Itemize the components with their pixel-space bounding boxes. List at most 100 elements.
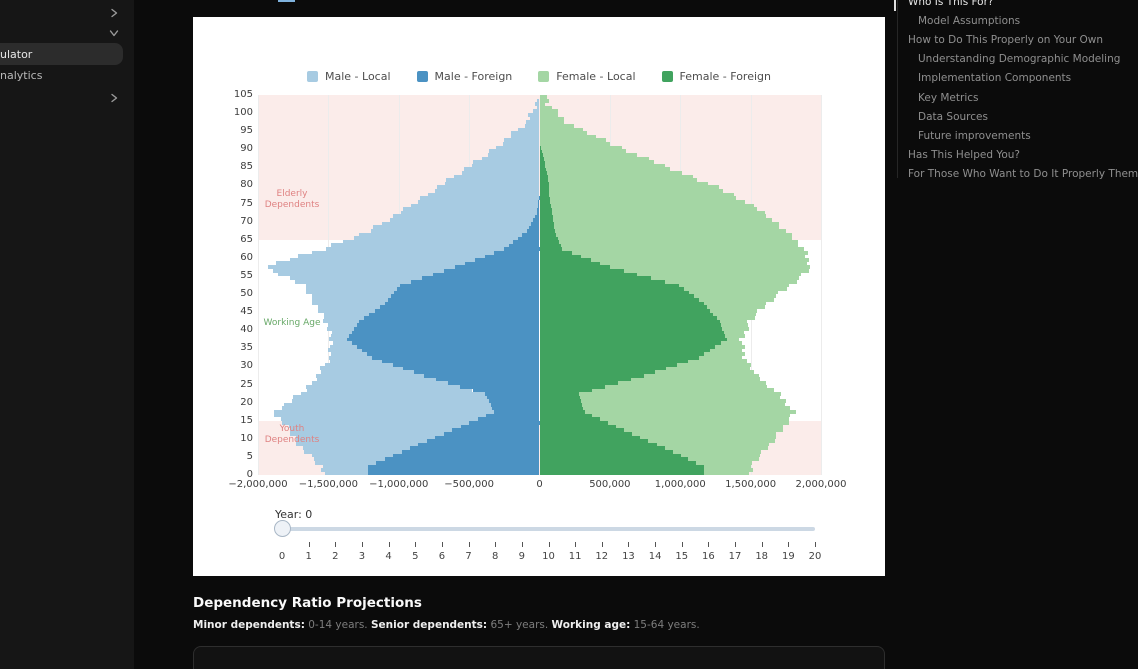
pyramid-bar — [539, 228, 555, 233]
pyramid-bar — [530, 116, 540, 121]
pyramid-bar — [539, 167, 547, 172]
pyramid-bar — [342, 239, 514, 244]
slider-tick — [495, 542, 497, 547]
pyramid-bar — [699, 297, 775, 302]
sidebar-item-selected[interactable]: ulator — [0, 43, 123, 65]
year-slider-track[interactable] — [275, 527, 815, 531]
pyramid-bar — [320, 467, 368, 472]
pyramid-bar — [494, 250, 540, 255]
pyramid-bar — [452, 427, 540, 432]
population-pyramid-panel: Male - Local Male - Foreign Female - Local… — [193, 17, 885, 576]
pyramid-bar — [367, 464, 540, 469]
chevron-down-icon[interactable] — [106, 25, 122, 41]
legend-item-3[interactable]: Female - Foreign — [661, 70, 771, 83]
pyramid-bar — [539, 406, 584, 411]
pyramid-bar — [539, 214, 553, 219]
legend-label: Female - Foreign — [679, 70, 771, 83]
x-tick-label: −1,500,000 — [298, 479, 359, 490]
sidebar-item-label: ulator — [0, 47, 33, 61]
legend-item-2[interactable]: Female - Local — [538, 70, 636, 83]
chevron-right-icon[interactable] — [106, 5, 122, 21]
pyramid-bar — [296, 438, 427, 443]
pyramid-bar — [289, 431, 444, 436]
pyramid-bar — [539, 236, 558, 241]
pyramid-bar — [327, 348, 362, 353]
pyramid-bar — [539, 160, 545, 165]
slider-tick — [655, 542, 657, 547]
toc-item-3[interactable]: Understanding Demographic Modeling — [918, 53, 1121, 66]
pyramid-bar — [539, 123, 574, 128]
pyramid-bar — [444, 181, 540, 186]
pyramid-bar — [539, 152, 543, 157]
pyramid-bar — [721, 323, 749, 328]
pyramid-bar — [296, 435, 436, 440]
pyramid-bar — [418, 199, 539, 204]
pyramid-bar — [539, 395, 581, 400]
pyramid-bar — [600, 417, 790, 422]
pyramid-bar — [539, 348, 710, 353]
pyramid-bar — [304, 449, 402, 454]
pyramid-bar — [327, 326, 355, 331]
legend-item-1[interactable]: Male - Foreign — [416, 70, 512, 83]
pyramid-bar — [539, 319, 720, 324]
pyramid-bar — [436, 185, 540, 190]
pyramid-bar — [539, 301, 705, 306]
chevron-right-icon[interactable] — [106, 90, 122, 106]
pyramid-bar — [539, 453, 681, 458]
toc-item-0[interactable]: Who Is This For? — [908, 0, 994, 8]
pyramid-bar — [296, 442, 419, 447]
pyramid-bar — [554, 225, 780, 230]
pyramid-bar — [513, 239, 540, 244]
pyramid-bar — [539, 323, 722, 328]
pyramid-bar — [637, 272, 801, 277]
pyramid-bar — [481, 156, 540, 161]
slider-tick — [815, 542, 816, 547]
dependency-section-title: Dependency Ratio Projections — [193, 595, 422, 611]
toc-item-6[interactable]: Data Sources — [918, 110, 988, 123]
pyramid-bar — [518, 127, 540, 132]
pyramid-bar — [539, 431, 633, 436]
toc-item-4[interactable]: Implementation Components — [918, 72, 1072, 85]
slider-tick — [415, 542, 417, 547]
toc-item-7[interactable]: Future improvements — [918, 129, 1031, 142]
pyramid-bar — [390, 294, 540, 299]
pyramid-bar — [403, 366, 540, 371]
y-tick-label: 95 — [240, 125, 253, 137]
pyramid-bar — [539, 370, 655, 375]
pyramid-bar — [390, 218, 533, 223]
toc-item-2[interactable]: How to Do This Properly on Your Own — [908, 34, 1104, 47]
pyramid-bar — [367, 471, 540, 476]
sidebar-item-analytics[interactable]: nalytics — [0, 69, 43, 82]
pyramid-bar — [410, 203, 538, 208]
working-age-value: 15-64 years. — [630, 619, 700, 631]
pyramid-bar — [539, 402, 583, 407]
pyramid-bar — [379, 304, 540, 309]
toc-item-5[interactable]: Key Metrics — [918, 91, 979, 104]
slider-tick-label: 9 — [518, 551, 526, 562]
toc-item-8[interactable]: Has This Helped You? — [908, 148, 1021, 161]
pyramid-bar — [687, 359, 747, 364]
slider-tick — [521, 542, 523, 547]
pyramid-bar — [664, 446, 769, 451]
pyramid-bar — [665, 279, 797, 284]
pyramid-bar — [539, 207, 552, 212]
legend-item-0[interactable]: Male - Local — [307, 70, 391, 83]
pyramid-bar — [542, 152, 638, 157]
pyramid-bar — [281, 417, 478, 422]
year-slider-handle[interactable] — [274, 520, 291, 537]
pyramid-bar — [539, 149, 543, 154]
pyramid-bar — [510, 134, 540, 139]
pyramid-bar — [384, 301, 540, 306]
pyramid-bar — [721, 341, 743, 346]
pyramid-bar — [435, 189, 540, 194]
pyramid-bar — [525, 120, 540, 125]
slider-tick — [548, 542, 550, 547]
pyramid-bar — [473, 160, 540, 165]
toc-item-1[interactable]: Model Assumptions — [918, 15, 1021, 28]
x-tick-label: −2,000,000 — [228, 479, 288, 490]
pyramid-bar — [547, 174, 694, 179]
pyramid-bar — [411, 279, 540, 284]
pyramid-bar — [539, 250, 572, 255]
toc-item-9[interactable]: For Those Who Want to Do It Properly The… — [908, 167, 1138, 180]
